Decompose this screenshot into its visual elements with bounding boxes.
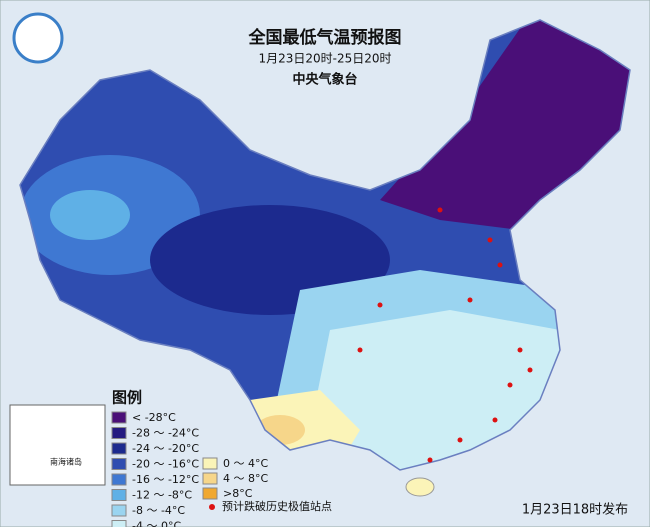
legend-title: 图例: [112, 389, 142, 407]
inset-label: 南海诸岛: [50, 457, 82, 467]
legend-swatch: [202, 487, 218, 500]
legend-label: -28 ～ -24°C: [132, 427, 199, 440]
legend-swatch: [111, 458, 127, 470]
legend-swatch: [111, 504, 127, 517]
inset-box: [9, 404, 106, 486]
issued: 1月23日18时发布: [522, 502, 628, 518]
legend-label: < -28°C: [132, 411, 176, 424]
legend-label: -16 ～ -12°C: [132, 473, 199, 486]
legend-label: -8 ～ -4°C: [132, 504, 185, 517]
logo: [12, 12, 64, 64]
station-dots: [357, 207, 533, 463]
period: 1月23日20时-25日20时: [258, 52, 391, 66]
legend-label: -4 ～ 0°C: [132, 520, 181, 528]
title: 全国最低气温预报图: [248, 27, 402, 48]
legend-swatch: [111, 442, 127, 455]
legend-swatch: [111, 411, 127, 424]
legend-swatch: [111, 489, 127, 501]
legend-swatch: [111, 520, 127, 531]
hainan: [405, 477, 435, 497]
legend-swatch: [111, 427, 127, 439]
legend: < -28°C -28 ～ -24°C -24 ～ -20°C -20 ～ -16°C…: [111, 411, 268, 531]
legend-label: >8°C: [223, 487, 253, 500]
legend-label: -12 ～ -8°C: [132, 489, 192, 502]
legend-label: -24 ～ -20°C: [132, 442, 199, 455]
legend-label: 4 ～ 8°C: [223, 472, 268, 485]
china-border: [19, 19, 631, 471]
issuer: 中央气象台: [292, 72, 357, 88]
legend-label: 0 ～ 4°C: [223, 457, 268, 470]
legend-label: -20 ～ -16°C: [132, 458, 199, 471]
legend-swatch: [111, 473, 127, 486]
station-legend-label: 预计跌破历史极值站点: [222, 499, 332, 513]
legend-swatch: [202, 457, 218, 470]
station-legend-dot: [209, 504, 215, 510]
legend-swatch: [202, 472, 218, 485]
